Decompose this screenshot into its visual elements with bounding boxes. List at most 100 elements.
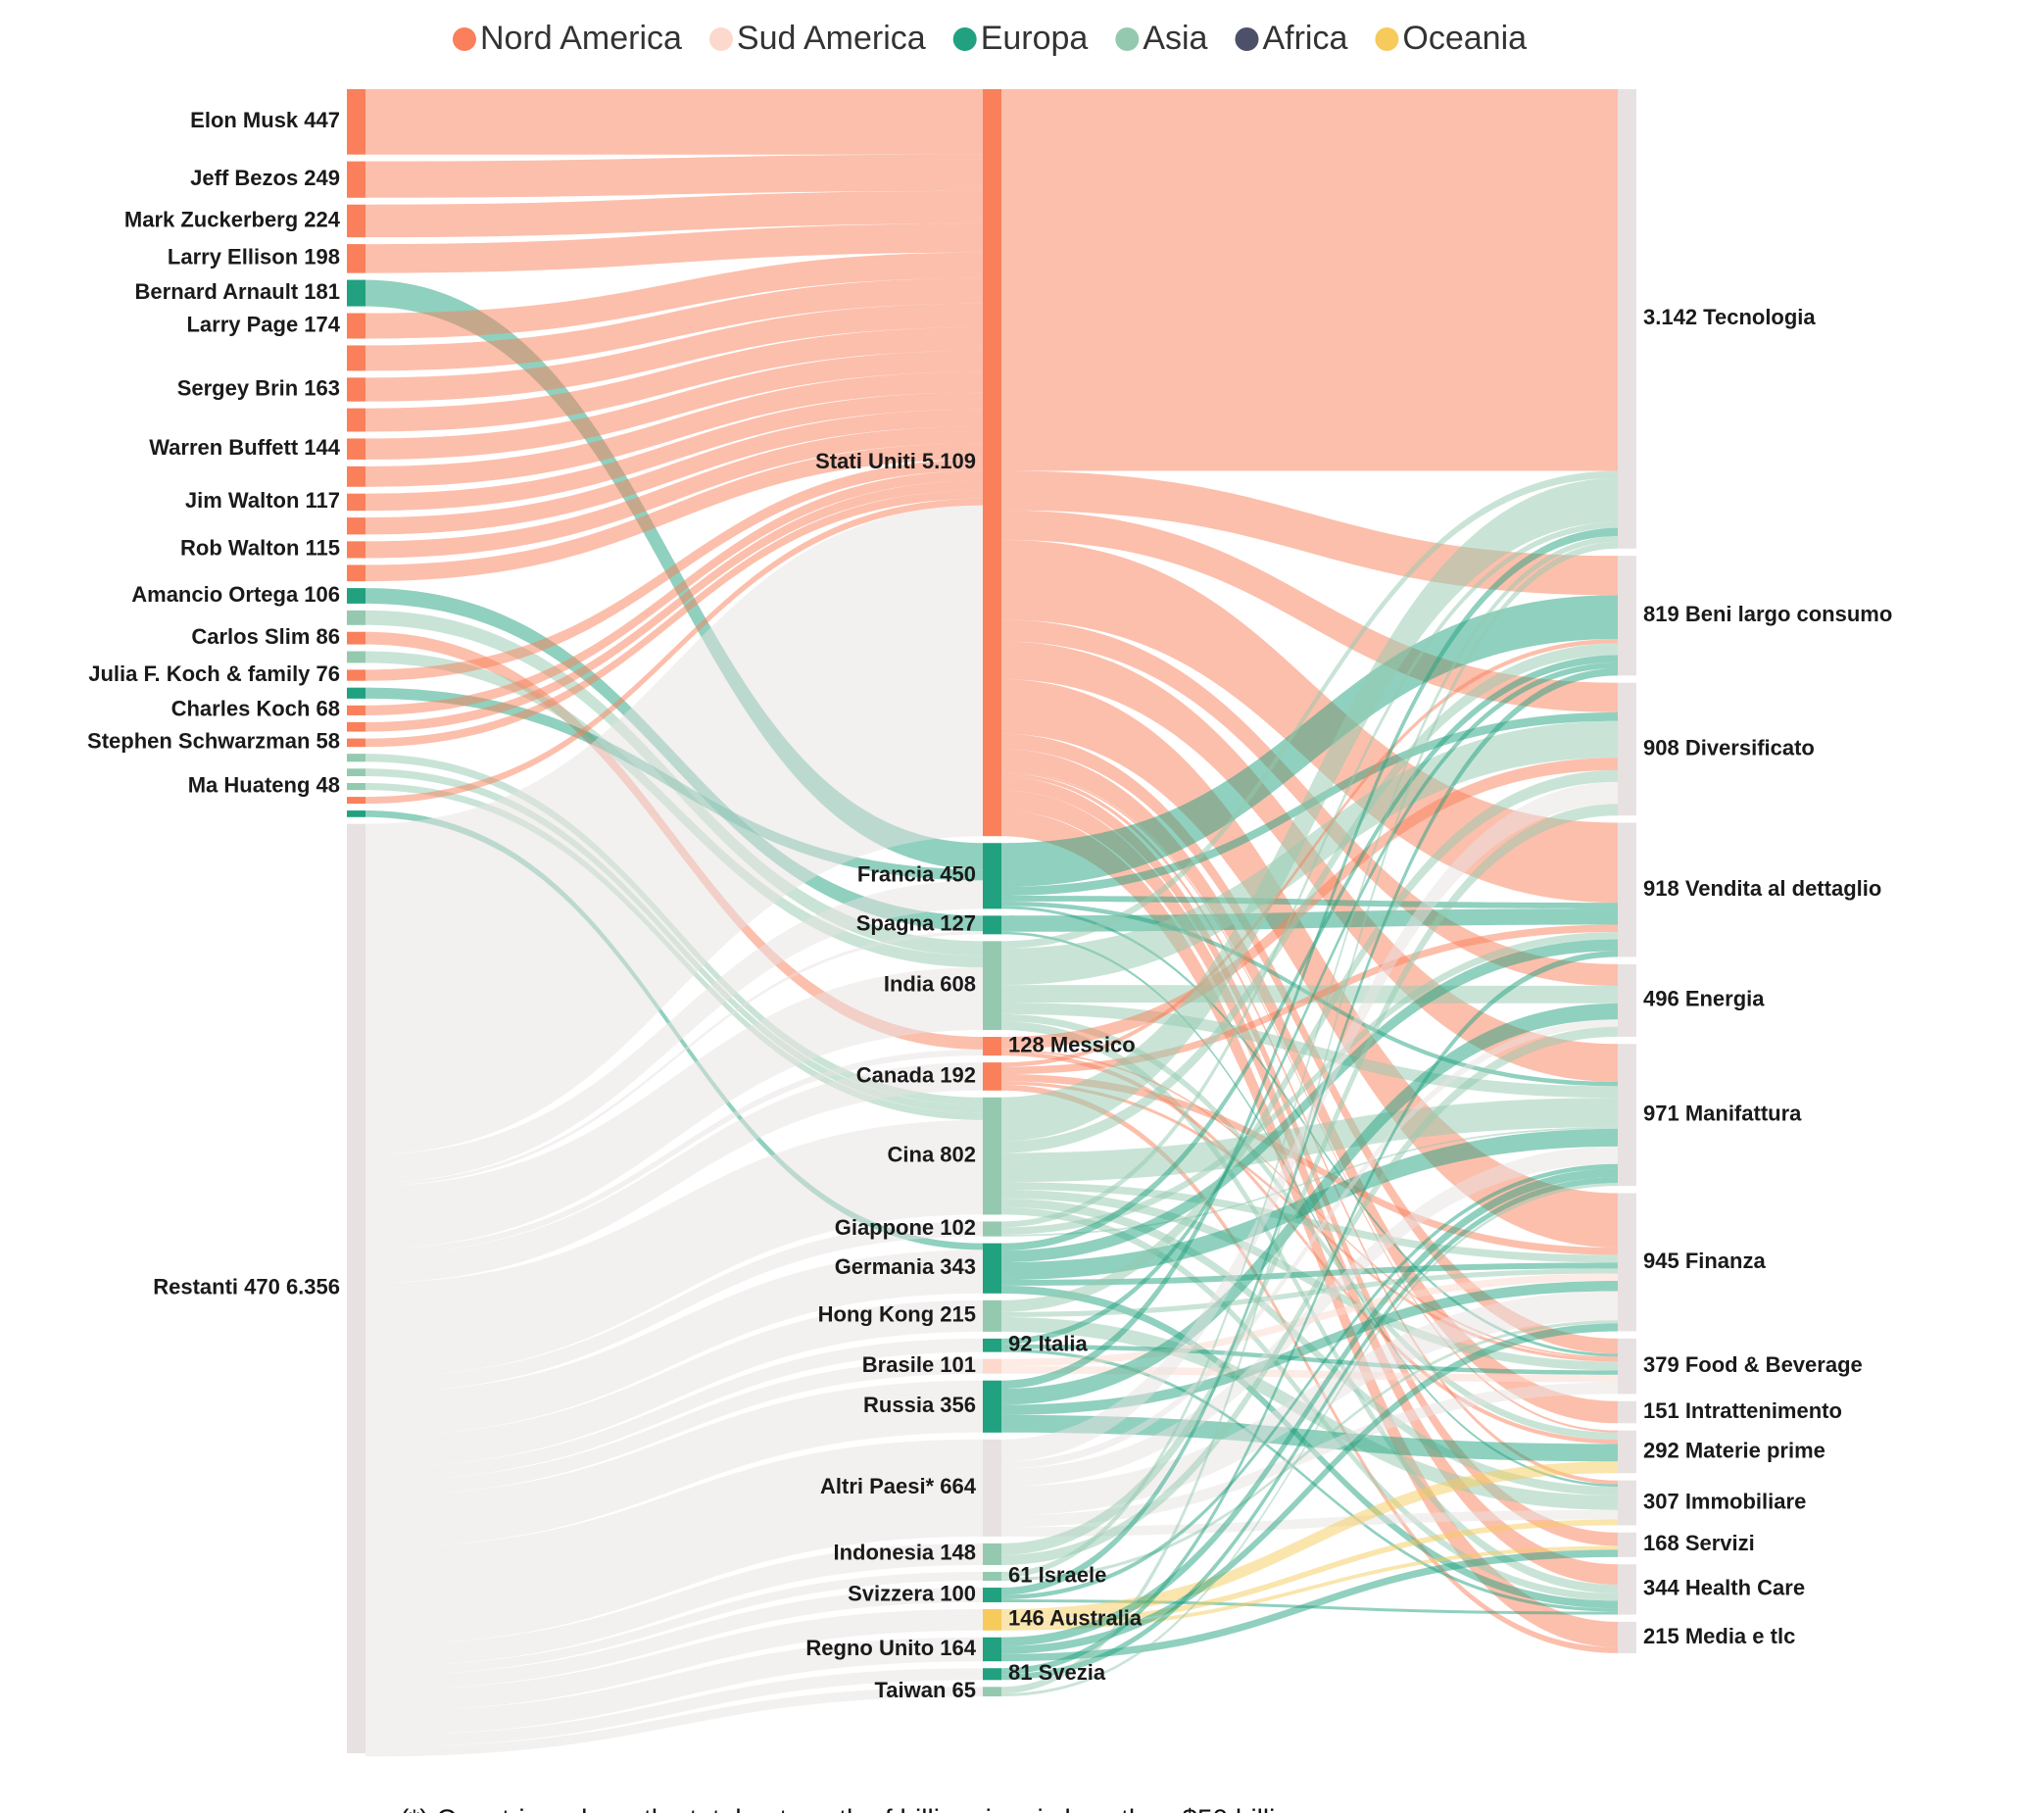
node-label: Bernard Arnault 181 [135,279,340,304]
node-label: India 608 [884,971,976,996]
node [347,768,365,777]
link [1001,931,1618,1235]
link [365,426,983,559]
link [365,392,983,512]
node-label: Rob Walton 115 [180,536,340,561]
link [365,1608,983,1712]
node-label: 92 Italia [1008,1332,1088,1356]
node [347,161,365,198]
link [1001,1382,1618,1528]
node-label: 379 Food & Beverage [1643,1352,1863,1377]
node-label: 307 Immobiliare [1643,1489,1806,1513]
link [1001,679,1618,1249]
link [1001,1509,1618,1537]
node [347,493,365,512]
node [1618,963,1636,1037]
labels: Elon Musk 447 Jeff Bezos 249 Mark Zuckerbe… [87,108,1892,1702]
link [1001,521,1618,1228]
node-label: 146 Australia [1008,1606,1143,1631]
link [365,223,983,273]
link [365,1571,983,1676]
link [1001,1461,1618,1621]
node [983,1687,1001,1696]
node [983,1243,1001,1294]
node [1618,682,1636,816]
link [365,1588,983,1690]
node-label: 168 Servizi [1643,1531,1755,1555]
link [365,880,983,1184]
node-label: Sergey Brin 163 [177,375,340,400]
node-label: 3.142 Tecnologia [1643,305,1816,329]
node [983,1221,1001,1237]
node [347,651,365,663]
legend-label: Africa [1262,20,1347,57]
node-label: Francia 450 [857,862,976,887]
link [1001,1013,1618,1440]
link [1001,781,1618,1462]
node [347,89,365,155]
node [1618,1621,1636,1653]
link [1001,1182,1618,1263]
link [1001,1183,1618,1696]
node-label: 292 Materie prime [1643,1438,1825,1462]
node [347,738,365,748]
node [347,754,365,762]
link [1001,985,1618,1004]
legend-label: Europa [981,20,1089,57]
link [1001,89,1618,471]
node [983,915,1001,935]
node [347,797,365,805]
link [1001,1026,1618,1565]
legend: Nord America Sud America Europa Asia Africa O… [452,20,1527,57]
link [1001,1348,1618,1612]
node [1618,1193,1636,1332]
link [1001,1163,1618,1599]
link [1001,1168,1618,1646]
link [1001,1549,1618,1662]
node [347,244,365,273]
link [1001,1285,1618,1609]
node-label: Indonesia 148 [833,1541,976,1565]
link [365,1439,983,1645]
legend-label: Sud America [737,20,926,57]
link [1001,1281,1618,1415]
node [347,687,365,699]
node-label: 128 Messico [1008,1032,1136,1056]
link [1001,1262,1618,1286]
node-label: Ma Huateng 48 [188,772,340,797]
link [365,1338,983,1482]
link [1001,769,1618,1312]
link [1001,1003,1618,1405]
node-label: Jim Walton 117 [185,488,340,513]
node-label: 945 Finanza [1643,1249,1766,1273]
link [365,459,983,681]
link [365,1668,983,1747]
node [347,564,365,582]
node [1618,1564,1636,1615]
node [347,610,365,625]
node [347,705,365,715]
node [347,823,365,1753]
link [1001,1146,1618,1487]
node-label: Stati Uniti 5.109 [815,449,976,473]
link [365,190,983,238]
link [365,350,983,460]
link [1001,510,1618,712]
node-label: Svizzera 100 [848,1581,976,1605]
node [347,541,365,559]
legend-marker [452,27,476,51]
node [983,1608,1001,1631]
legend-marker [952,27,977,51]
node-label: 61 Israele [1008,1562,1106,1587]
legend-marker [1115,27,1140,51]
link [1001,470,1618,949]
node-label: Spagna 127 [856,911,976,936]
link [365,1049,983,1255]
node [1618,1044,1636,1187]
node-label: Warren Buffett 144 [149,435,341,460]
link [365,1687,983,1757]
link [365,1221,983,1393]
node [347,377,365,402]
node [983,1380,1001,1433]
link [365,931,983,1187]
